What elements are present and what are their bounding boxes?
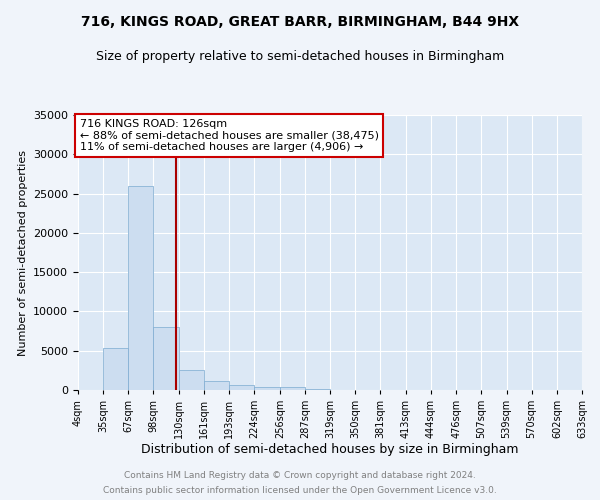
Text: Contains HM Land Registry data © Crown copyright and database right 2024.: Contains HM Land Registry data © Crown c… <box>124 471 476 480</box>
Text: 716 KINGS ROAD: 126sqm
← 88% of semi-detached houses are smaller (38,475)
11% of: 716 KINGS ROAD: 126sqm ← 88% of semi-det… <box>80 119 379 152</box>
Bar <box>179 370 204 390</box>
Bar <box>204 380 229 390</box>
Bar <box>229 384 254 390</box>
Text: Contains public sector information licensed under the Open Government Licence v3: Contains public sector information licen… <box>103 486 497 495</box>
Text: 716, KINGS ROAD, GREAT BARR, BIRMINGHAM, B44 9HX: 716, KINGS ROAD, GREAT BARR, BIRMINGHAM,… <box>81 15 519 29</box>
Bar <box>280 387 305 390</box>
Bar <box>154 327 179 390</box>
Bar <box>254 387 280 390</box>
Text: Distribution of semi-detached houses by size in Birmingham: Distribution of semi-detached houses by … <box>141 442 519 456</box>
Bar <box>103 348 128 390</box>
Text: Size of property relative to semi-detached houses in Birmingham: Size of property relative to semi-detach… <box>96 50 504 63</box>
Bar <box>305 389 331 390</box>
Bar <box>128 186 154 390</box>
Y-axis label: Number of semi-detached properties: Number of semi-detached properties <box>17 150 28 356</box>
